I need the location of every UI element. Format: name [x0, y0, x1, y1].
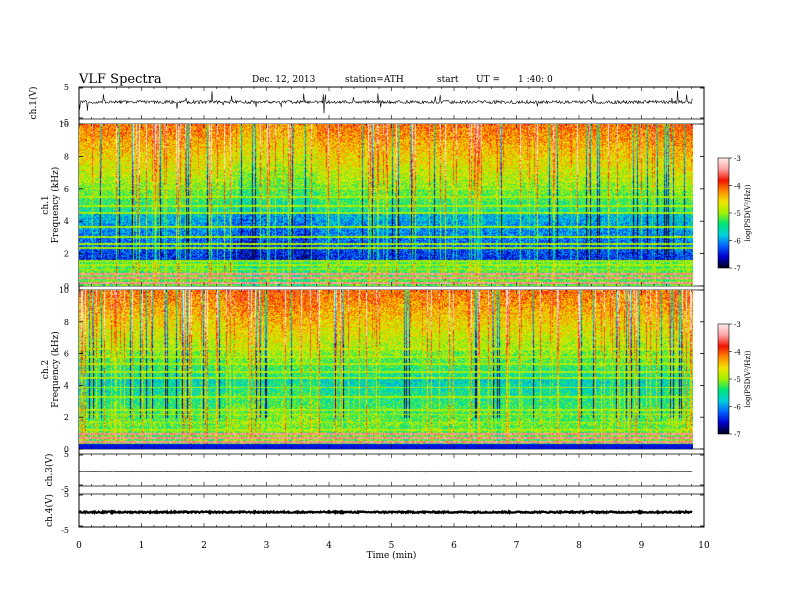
date-label: Dec. 12, 2013 [252, 75, 316, 85]
ch1-spectrogram-panel-channel-label: ch.1 [41, 195, 51, 214]
ch2-spectrogram-panel-channel-label: ch.2 [41, 360, 51, 379]
ch1-spectrogram-panel-colorbar-label: log(PSD(V²/Hz)) [744, 184, 752, 241]
ch2-spectrogram-panel-colorbar-tick-label: -7 [734, 431, 741, 439]
ch3-waveform-panel-ytick-label-bottom: -5 [61, 485, 69, 494]
ch2-spectrogram-panel-image [79, 290, 693, 449]
station-label: station=ATH [345, 75, 404, 85]
ch1-spectrogram-panel-colorbar-tick-label: -4 [734, 183, 741, 191]
ch2-spectrogram-panel-ytick-label: 10 [59, 286, 69, 295]
ch3-waveform-panel-ytick-label-top: 5 [64, 450, 69, 459]
ch1-waveform-panel-ylabel: ch.1(V) [28, 87, 39, 120]
xtick-label-8: 8 [576, 541, 582, 551]
xtick-label-10: 10 [698, 541, 710, 551]
ch1-waveform-panel-ytick-label-bottom: -5 [61, 118, 69, 127]
ch1-spectrogram-panel-colorbar-tick-label: -5 [734, 210, 741, 218]
ch1-spectrogram-panel-colorbar-tick-label: -6 [734, 238, 741, 246]
ch2-spectrogram-panel-colorbar-tick-label: -3 [734, 321, 741, 329]
ch1-spectrogram-panel-ytick-label: 4 [64, 217, 69, 226]
ch2-spectrogram-panel-colorbar [718, 324, 729, 434]
ch1-spectrogram-panel-colorbar-tick-label: -3 [734, 155, 741, 163]
ch1-waveform-panel-ytick-label-top: 5 [64, 83, 69, 92]
ch1-spectrogram-panel [79, 124, 732, 286]
ch1-spectrogram-panel-ytick-label: 6 [64, 185, 69, 194]
xtick-label-5: 5 [389, 541, 395, 551]
ch2-spectrogram-panel-ytick-label: 4 [64, 381, 69, 390]
ch2-spectrogram-panel-colorbar-tick-label: -5 [734, 376, 741, 384]
ch2-spectrogram-panel-colorbar-tick-label: -4 [734, 349, 741, 357]
ch2-spectrogram-panel-ytick-label: 2 [64, 413, 69, 422]
ch1-spectrogram-panel-ylabel: Frequency (kHz) [50, 167, 61, 244]
start-time-value: 1 :40: 0 [518, 75, 553, 85]
ch3-waveform-panel-ylabel: ch.3(V) [44, 454, 55, 487]
xtick-label-7: 7 [514, 541, 520, 551]
xtick-label-3: 3 [264, 541, 270, 551]
xtick-label-0: 0 [76, 541, 82, 551]
ch2-spectrogram-panel-colorbar-label: log(PSD(V²/Hz)) [744, 350, 752, 407]
ch1-spectrogram-panel-ytick-label: 10 [59, 120, 69, 129]
ch4-waveform-panel [78, 509, 693, 516]
ut-label: UT = [476, 75, 500, 85]
ch1-spectrogram-panel-ytick-label: 0 [64, 282, 69, 291]
ch2-spectrogram-panel-ylabel: Frequency (kHz) [50, 331, 61, 408]
xaxis-label: Time (min) [367, 550, 417, 561]
xtick-label-6: 6 [451, 541, 457, 551]
ch2-spectrogram-panel-ytick-label: 8 [64, 318, 69, 327]
ch4-waveform-panel-trace [78, 509, 693, 516]
ch2-spectrogram-panel [79, 290, 732, 449]
xtick-label-9: 9 [639, 541, 645, 551]
ch1-spectrogram-panel-ytick-label: 8 [64, 152, 69, 161]
ch4-waveform-panel-ytick-label-top: 5 [64, 490, 69, 499]
ch1-spectrogram-panel-colorbar-tick-label: -7 [734, 265, 741, 273]
xtick-label-2: 2 [201, 541, 207, 551]
ch1-waveform-panel [78, 90, 693, 114]
ch4-waveform-panel-ytick-label-bottom: -5 [61, 526, 69, 535]
ch2-spectrogram-panel-colorbar-tick-label: -6 [734, 404, 741, 412]
ch1-spectrogram-panel-image [79, 124, 693, 286]
ch4-waveform-panel-ylabel: ch.4(V) [44, 494, 55, 527]
xtick-label-1: 1 [139, 541, 145, 551]
ch1-spectrogram-panel-ytick-label: 2 [64, 250, 69, 259]
start-label: start [437, 75, 459, 85]
ch2-spectrogram-panel-ytick-label: 6 [64, 350, 69, 359]
ch2-spectrogram-panel-ytick-label: 0 [64, 445, 69, 454]
xtick-label-4: 4 [326, 541, 332, 551]
ch1-spectrogram-panel-colorbar [718, 158, 729, 268]
chart-title: VLF Spectra [79, 72, 162, 87]
ch1-waveform-panel-trace [78, 90, 693, 114]
